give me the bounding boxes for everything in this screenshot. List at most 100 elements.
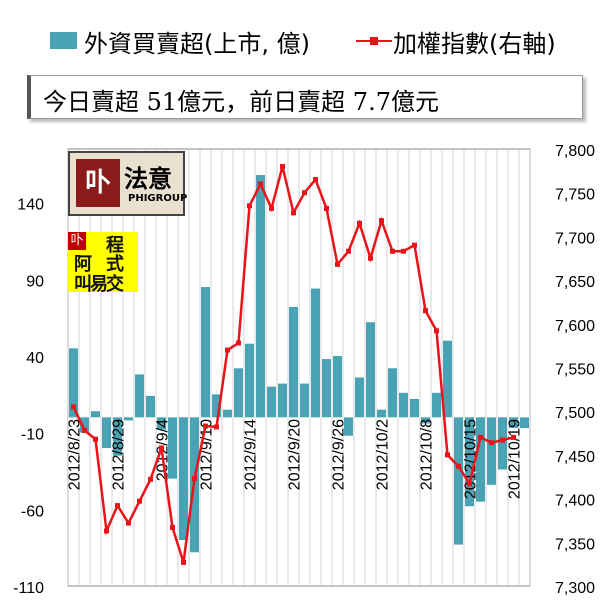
index-point: [247, 203, 252, 209]
index-point: [159, 445, 164, 451]
index-point: [368, 255, 373, 261]
bar: [322, 359, 331, 418]
x-tick-label: 2012/9/10: [199, 419, 216, 490]
right-tick-label: 7,600: [555, 318, 595, 335]
index-point: [302, 190, 307, 196]
x-tick-label: 2012/10/19: [507, 419, 524, 499]
bar: [487, 417, 496, 485]
index-point: [148, 476, 153, 482]
index-point: [258, 181, 263, 187]
index-point: [478, 434, 483, 440]
logo2-char-2: 阿: [74, 254, 92, 275]
index-point: [390, 248, 395, 254]
bar: [520, 417, 529, 429]
index-point: [269, 205, 274, 211]
index-point: [445, 452, 450, 458]
logo-sub: PHIGROUP: [128, 193, 188, 204]
index-point: [456, 463, 461, 469]
index-point: [379, 218, 384, 224]
bar: [113, 417, 122, 456]
bar: [443, 340, 452, 418]
right-tick-label: 7,500: [555, 405, 595, 422]
bar: [311, 288, 320, 418]
bar: [80, 417, 89, 433]
logo2-char-1: 程: [106, 235, 124, 256]
logo2-char-6: 易: [90, 274, 108, 295]
legend-bar-swatch: [50, 32, 77, 49]
right-tick-label: 7,450: [555, 449, 595, 466]
index-point: [170, 524, 175, 530]
index-point: [203, 423, 208, 429]
index-point: [467, 481, 472, 487]
bar: [454, 417, 463, 545]
x-tick-label: 2012/10/15: [463, 419, 480, 499]
left-tick-label: 90: [26, 273, 44, 290]
index-point: [511, 434, 516, 440]
right-tick-label: 7,550: [555, 362, 595, 379]
bar: [509, 417, 518, 429]
chart-legend: 外資買賣超(上市, 億) 加權指數(右軸): [0, 0, 611, 70]
bar: [157, 417, 166, 430]
legend-line-marker: [370, 37, 378, 45]
index-point: [126, 520, 131, 526]
bar: [366, 322, 375, 418]
bar: [410, 398, 419, 418]
left-tick-label: 40: [26, 350, 44, 367]
index-point: [291, 210, 296, 216]
index-point: [423, 308, 428, 314]
bar: [223, 409, 232, 418]
index-point: [335, 261, 340, 267]
index-point: [225, 347, 230, 353]
bar: [179, 417, 188, 540]
bar: [201, 287, 210, 418]
legend-line-label: 加權指數(右軸): [393, 30, 556, 58]
index-point: [82, 427, 87, 433]
right-tick-label: 7,400: [555, 493, 595, 510]
bar: [234, 368, 243, 418]
bar: [377, 409, 386, 418]
logo2-char-3: 式: [106, 254, 124, 275]
bar: [498, 417, 507, 470]
index-point: [115, 503, 120, 509]
summary-text: 今日賣超 51億元，前日賣超 7.7億元: [43, 88, 439, 116]
phigroup-logo: 卟 法意 PHIGROUP: [68, 151, 188, 216]
index-point: [137, 498, 142, 504]
index-point: [401, 248, 406, 254]
logo2-char-4: 叫: [74, 274, 92, 295]
bar: [102, 417, 111, 448]
program-trading-logo: 卟 程 阿 式 叫 交 易: [68, 232, 138, 295]
logo2-mark-icon: 卟: [68, 232, 86, 250]
left-tick-label: -60: [21, 503, 44, 520]
index-point: [192, 475, 197, 481]
index-point: [214, 424, 219, 430]
index-point: [434, 328, 439, 334]
x-tick-label: 2012/9/14: [243, 419, 260, 490]
bar: [465, 417, 474, 507]
index-point: [104, 528, 109, 534]
bar: [421, 417, 430, 424]
x-tick-label: 2012/9/26: [331, 419, 348, 490]
bar: [69, 348, 78, 418]
bar: [399, 392, 408, 418]
bar: [355, 377, 364, 418]
right-tick-label: 7,650: [555, 274, 595, 291]
bar: [344, 417, 353, 436]
index-point: [280, 163, 285, 169]
bar: [146, 395, 155, 418]
index-point: [181, 559, 186, 565]
index-point: [412, 242, 417, 248]
logo-name: 法意: [124, 165, 172, 193]
x-tick-label: 2012/8/29: [111, 419, 128, 490]
left-tick-label: -10: [21, 427, 44, 444]
bar: [278, 383, 287, 418]
logo2-char-5: 交: [106, 274, 124, 295]
x-tick-label: 2012/10/2: [375, 419, 392, 490]
right-tick-label: 7,300: [555, 580, 595, 597]
index-point: [489, 440, 494, 446]
index-point: [313, 177, 318, 183]
legend-bar-label: 外資買賣超(上市, 億): [84, 30, 310, 58]
right-tick-label: 7,750: [555, 187, 595, 204]
x-tick-label: 2012/8/23: [67, 419, 84, 490]
x-tick-label: 2012/9/20: [287, 419, 304, 490]
summary-box: 今日賣超 51億元，前日賣超 7.7億元: [27, 75, 583, 119]
